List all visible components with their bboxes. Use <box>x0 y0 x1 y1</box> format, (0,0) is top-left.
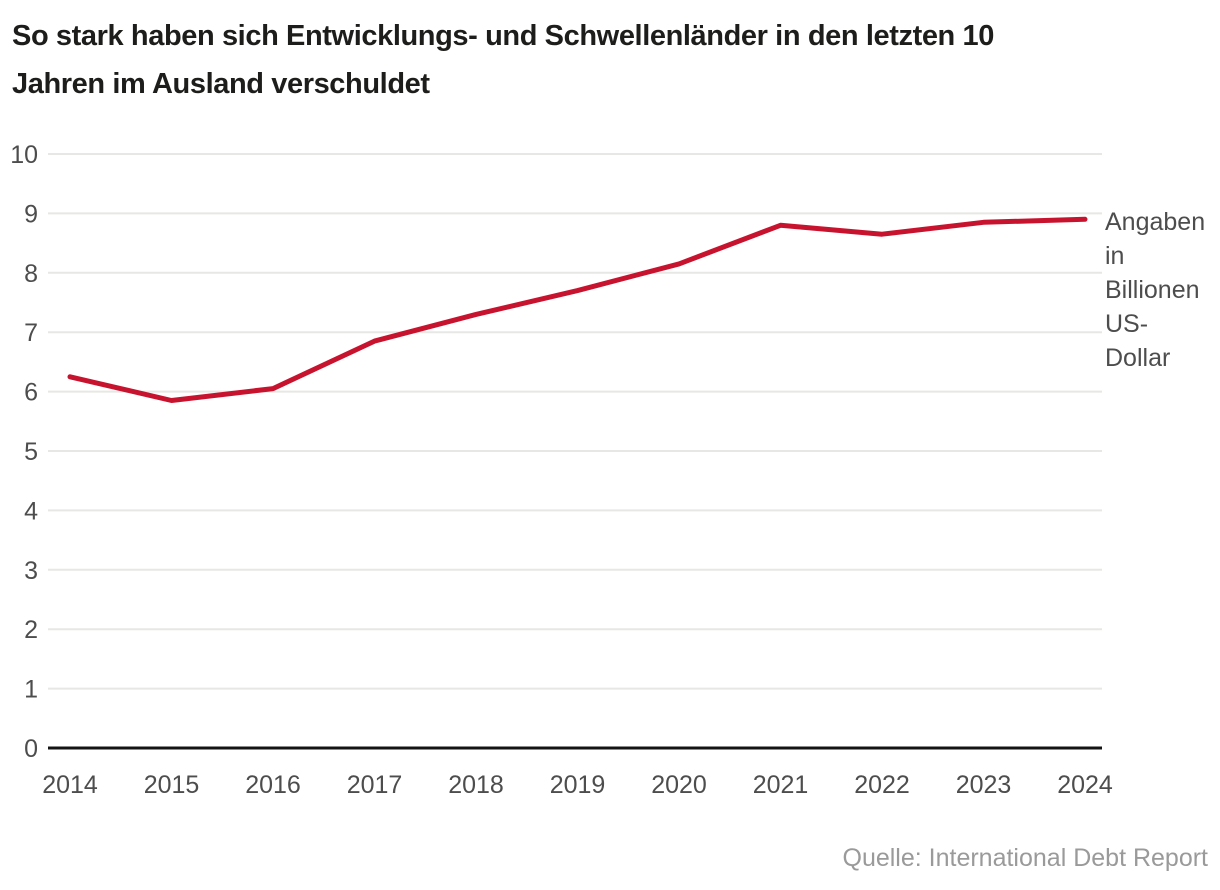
y-tick-label: 7 <box>24 319 38 347</box>
x-tick-label: 2016 <box>245 771 301 799</box>
source-caption: Quelle: International Debt Report <box>842 844 1209 872</box>
x-tick-label: 2018 <box>448 771 504 799</box>
y-tick-label: 2 <box>24 616 38 644</box>
x-tick-label: 2017 <box>347 771 403 799</box>
x-tick-label: 2019 <box>550 771 606 799</box>
y-tick-label: 9 <box>24 200 38 228</box>
y-tick-label: 5 <box>24 438 38 466</box>
y-tick-label: 1 <box>24 676 38 704</box>
unit-annotation: Angaben in Billionen US- Dollar <box>1105 208 1206 372</box>
y-tick-label: 10 <box>10 141 38 169</box>
line-chart: 0 1 2 3 4 5 6 7 8 9 10 2014 2015 2016 2017 2018 2019 2020… <box>10 141 1113 799</box>
y-tick-label: 4 <box>24 497 38 525</box>
x-tick-label: 2020 <box>651 771 707 799</box>
debt-line-series <box>67 216 1088 403</box>
x-tick-label: 2022 <box>854 771 910 799</box>
x-tick-label: 2021 <box>753 771 809 799</box>
x-tick-label: 2023 <box>956 771 1012 799</box>
y-tick-label: 8 <box>24 260 38 288</box>
y-tick-label: 3 <box>24 557 38 585</box>
y-tick-label: 6 <box>24 379 38 407</box>
x-tick-label: 2024 <box>1057 771 1113 799</box>
x-tick-label: 2014 <box>42 771 98 799</box>
y-tick-label: 0 <box>24 735 38 763</box>
chart-title: So stark haben sich Entwicklungs- und Sc… <box>12 20 994 100</box>
x-tick-label: 2015 <box>144 771 200 799</box>
